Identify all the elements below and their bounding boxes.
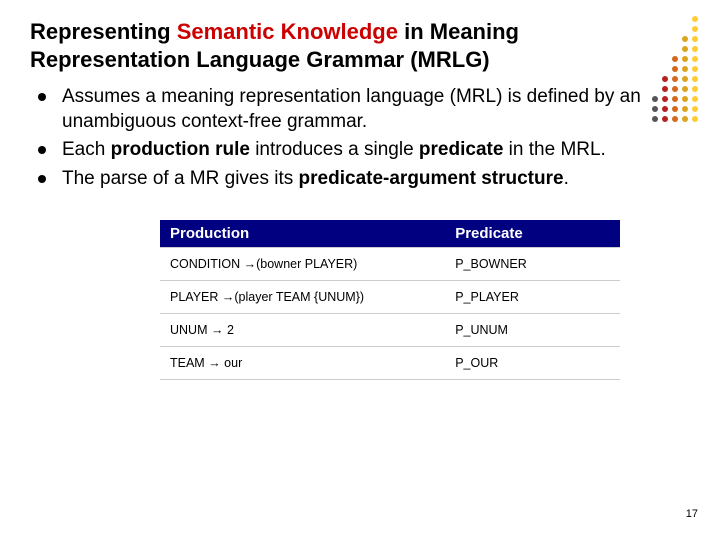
header-predicate: Predicate	[445, 220, 620, 248]
page-number: 17	[686, 508, 698, 520]
bullet-text: Assumes a meaning representation languag…	[62, 85, 690, 134]
slide-title: Representing Semantic Knowledge in Meani…	[30, 18, 590, 73]
table-body: CONDITION →(bowner PLAYER)P_BOWNERPLAYER…	[160, 247, 620, 379]
corner-decoration	[652, 12, 702, 127]
cell-production: UNUM → 2	[160, 313, 445, 346]
cell-predicate: P_UNUM	[445, 313, 620, 346]
cell-predicate: P_PLAYER	[445, 280, 620, 313]
production-table: Production Predicate CONDITION →(bowner …	[160, 220, 620, 380]
bullet-text: Each production rule introduces a single…	[62, 138, 606, 163]
bullet-icon	[38, 146, 46, 154]
header-production: Production	[160, 220, 445, 248]
bullet-icon	[38, 175, 46, 183]
table-row: UNUM → 2P_UNUM	[160, 313, 620, 346]
table-row: CONDITION →(bowner PLAYER)P_BOWNER	[160, 247, 620, 280]
cell-production: CONDITION →(bowner PLAYER)	[160, 247, 445, 280]
title-pre: Representing	[30, 19, 177, 44]
table-row: TEAM → ourP_OUR	[160, 346, 620, 379]
list-item: The parse of a MR gives its predicate-ar…	[38, 167, 690, 192]
list-item: Each production rule introduces a single…	[38, 138, 690, 163]
table-row: PLAYER →(player TEAM {UNUM})P_PLAYER	[160, 280, 620, 313]
cell-production: TEAM → our	[160, 346, 445, 379]
title-accent: Semantic Knowledge	[177, 19, 398, 44]
bullet-list: Assumes a meaning representation languag…	[38, 85, 690, 192]
cell-production: PLAYER →(player TEAM {UNUM})	[160, 280, 445, 313]
list-item: Assumes a meaning representation languag…	[38, 85, 690, 134]
cell-predicate: P_OUR	[445, 346, 620, 379]
production-table-wrap: Production Predicate CONDITION →(bowner …	[160, 220, 620, 380]
bullet-icon	[38, 93, 46, 101]
cell-predicate: P_BOWNER	[445, 247, 620, 280]
bullet-text: The parse of a MR gives its predicate-ar…	[62, 167, 569, 192]
